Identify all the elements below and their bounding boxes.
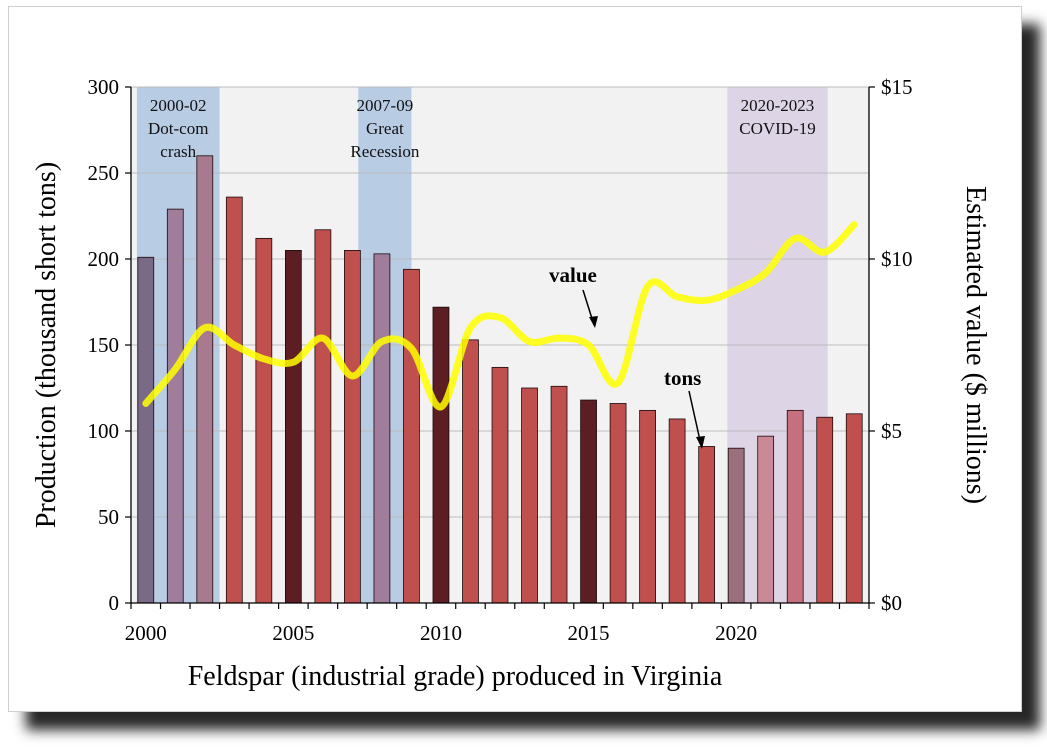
y-right-tick-label: $0 [881, 591, 902, 615]
bar-tons-2009 [403, 268, 420, 604]
y-right-tick-label: $5 [881, 419, 902, 443]
tons-arrow-shaft [688, 390, 702, 446]
bar-tons-2006 [314, 229, 332, 604]
y-axis-left-title: Production (thousand short tons) [31, 162, 62, 528]
bar-tons-2017 [639, 409, 656, 604]
bar-tons-2004 [255, 237, 273, 604]
bar-tons-2005 [284, 249, 302, 604]
bar-tons-2019 [698, 446, 716, 604]
x-tick-label: 2005 [272, 621, 314, 645]
tons-arrow-head [696, 436, 705, 449]
bar-tons-2013 [521, 387, 538, 604]
x-tick-label: 2015 [568, 621, 610, 645]
bar-tons-2003 [225, 196, 243, 604]
y-left-tick-label: 100 [88, 419, 120, 443]
bar-tons-2007 [344, 249, 361, 604]
bar-tons-2010 [432, 306, 450, 604]
chart-svg: 0 50 100 150 200 250 300 $0 $5 $10 $15 2000 2005 2010… [31, 75, 991, 692]
bar-tons-2022 [786, 409, 804, 604]
bar-tons-2023 [816, 416, 834, 604]
y-left-tick-label: 0 [109, 591, 120, 615]
shaded-period-label: Great [366, 119, 404, 138]
x-tick-label: 2010 [420, 621, 462, 645]
y-axis-right-title: Estimated value ($ millions) [960, 186, 991, 504]
bar-tons-2011 [462, 339, 479, 604]
bar-tons-2008 [373, 253, 391, 604]
shaded-period-label: Recession [350, 142, 419, 161]
x-tick-label: 2000 [125, 621, 167, 645]
bar-tons-2021 [757, 435, 775, 604]
bar-tons-2001 [166, 208, 184, 604]
bar-tons-2020 [727, 447, 745, 604]
chart-card: 0 50 100 150 200 250 300 $0 $5 $10 $15 2000 2005 2010… [8, 6, 1022, 712]
tons-series-label: tons [664, 366, 701, 390]
value-series-label: value [549, 263, 597, 287]
shaded-period-label: COVID-19 [739, 119, 816, 138]
shaded-period-label: 2007-09 [357, 96, 414, 115]
bar-tons-2024 [845, 413, 863, 604]
bar-tons-2014 [550, 385, 568, 604]
bar-tons-2012 [491, 366, 509, 604]
shaded-period-label: 2000-02 [150, 96, 207, 115]
y-left-tick-label: 50 [98, 505, 119, 529]
bar-tons-2015 [580, 399, 597, 604]
bar-tons-2000 [137, 256, 155, 604]
y-left-tick-label: 250 [88, 161, 120, 185]
y-right-tick-label: $15 [881, 75, 913, 99]
y-left-tick-label: 150 [88, 333, 120, 357]
y-right-tick-label: $10 [881, 247, 913, 271]
x-axis-title: Feldspar (industrial grade) produced in … [188, 661, 723, 692]
x-tick-label: 2020 [715, 621, 757, 645]
shaded-period-label: Dot-com [148, 119, 208, 138]
shaded-period-label: 2020-2023 [741, 96, 815, 115]
value-series-line [142, 221, 858, 411]
value-arrow-head [589, 316, 598, 328]
y-left-tick-label: 200 [88, 247, 120, 271]
shaded-period-label: crash [160, 142, 196, 161]
bar-tons-2018 [668, 418, 686, 604]
bar-tons-2002 [196, 155, 214, 604]
bar-tons-2016 [609, 403, 627, 604]
y-left-tick-label: 300 [88, 75, 120, 99]
